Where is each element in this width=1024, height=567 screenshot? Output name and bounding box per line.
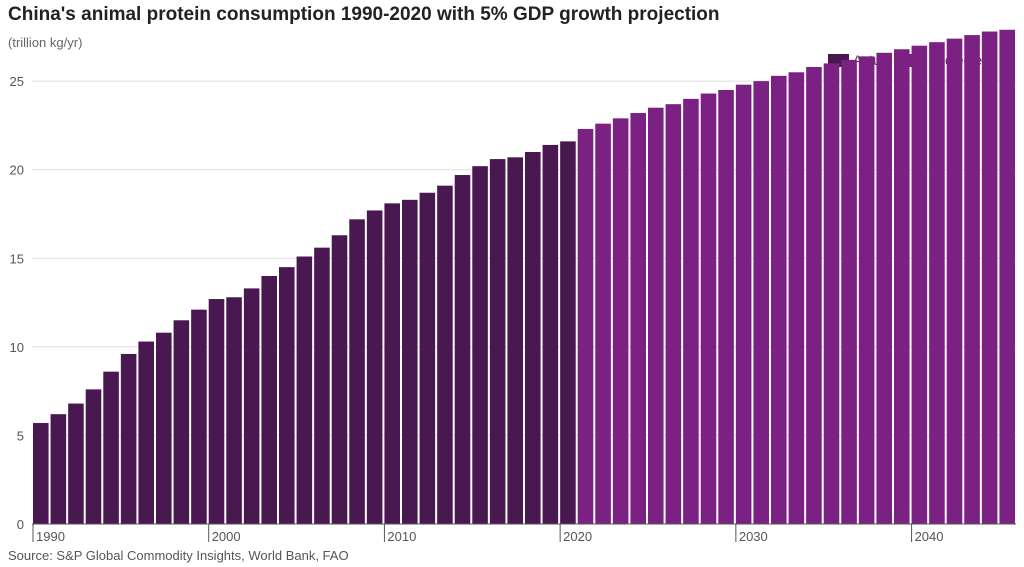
bar-actual-2003 bbox=[261, 276, 277, 524]
bar-actual-2012 bbox=[419, 192, 436, 524]
bar-projected-2031 bbox=[753, 81, 769, 525]
x-tick-label-2040: 2040 bbox=[915, 529, 944, 544]
bar-actual-2009 bbox=[366, 210, 383, 524]
bar-actual-2014 bbox=[454, 175, 471, 524]
bar-actual-2010 bbox=[384, 203, 400, 524]
bar-projected-2022 bbox=[595, 123, 611, 525]
bar-actual-1995 bbox=[120, 353, 137, 524]
bar-projected-2036 bbox=[841, 59, 857, 525]
bar-actual-2013 bbox=[437, 185, 453, 524]
bar-projected-2027 bbox=[683, 98, 699, 524]
bar-projected-2040 bbox=[911, 45, 928, 524]
x-tick-label-2030: 2030 bbox=[739, 529, 768, 544]
bar-actual-2000 bbox=[208, 299, 225, 524]
x-tick-label-2010: 2010 bbox=[387, 529, 416, 544]
y-tick-label-20: 20 bbox=[10, 163, 24, 178]
bar-actual-2019 bbox=[542, 144, 559, 524]
bars bbox=[33, 29, 1015, 525]
bar-actual-1996 bbox=[138, 341, 154, 524]
bar-projected-2024 bbox=[630, 113, 646, 525]
bar-actual-1993 bbox=[85, 389, 102, 524]
y-tick-label-15: 15 bbox=[10, 251, 24, 266]
bar-projected-2033 bbox=[788, 72, 805, 525]
bar-actual-2017 bbox=[507, 157, 523, 525]
bar-actual-1994 bbox=[103, 371, 119, 524]
source-note: Source: S&P Global Commodity Insights, W… bbox=[8, 548, 349, 563]
bar-actual-1991 bbox=[50, 414, 67, 524]
chart-unit-label: (trillion kg/yr) bbox=[8, 35, 83, 50]
axes: 0 5 10 15 20 25 1990 2000 2010 2020 2030 2040 bbox=[10, 74, 1016, 544]
bar-projected-2037 bbox=[858, 56, 875, 524]
bar-projected-2043 bbox=[964, 35, 980, 524]
bar-actual-2011 bbox=[402, 199, 418, 525]
bar-actual-2020 bbox=[560, 141, 576, 524]
bar-actual-2004 bbox=[279, 267, 295, 524]
bar-projected-2044 bbox=[981, 31, 998, 525]
bar-projected-2030 bbox=[735, 84, 752, 524]
bar-projected-2026 bbox=[665, 104, 682, 525]
bar-actual-2007 bbox=[331, 235, 348, 524]
bar-projected-2029 bbox=[718, 90, 734, 524]
bar-actual-1990 bbox=[33, 423, 49, 524]
y-tick-label-10: 10 bbox=[10, 340, 24, 355]
bar-actual-2001 bbox=[226, 297, 242, 524]
bar-actual-2018 bbox=[525, 152, 541, 524]
bar-actual-2005 bbox=[296, 256, 313, 524]
bar-actual-1999 bbox=[191, 309, 207, 524]
bar-actual-2016 bbox=[489, 159, 506, 525]
bar-actual-1997 bbox=[156, 332, 172, 524]
y-tick-label-5: 5 bbox=[17, 428, 24, 443]
bar-projected-2034 bbox=[806, 66, 822, 524]
bar-actual-1998 bbox=[173, 320, 190, 524]
bar-actual-2015 bbox=[472, 166, 488, 524]
bar-projected-2045 bbox=[999, 29, 1015, 525]
bar-projected-2035 bbox=[823, 63, 840, 525]
bar-actual-2006 bbox=[314, 247, 330, 524]
bar-projected-2041 bbox=[929, 42, 945, 525]
x-tick-label-2000: 2000 bbox=[212, 529, 241, 544]
bar-actual-1992 bbox=[68, 403, 84, 524]
bar-projected-2039 bbox=[894, 49, 910, 524]
bar-actual-2002 bbox=[243, 288, 260, 524]
y-tick-label-0: 0 bbox=[17, 517, 24, 532]
chart-title: China's animal protein consumption 1990-… bbox=[8, 4, 720, 25]
bar-projected-2028 bbox=[700, 93, 717, 525]
x-tick-label-2020: 2020 bbox=[563, 529, 592, 544]
bar-actual-2008 bbox=[349, 219, 365, 525]
bar-projected-2042 bbox=[946, 38, 963, 524]
bar-projected-2025 bbox=[648, 107, 664, 524]
bar-projected-2038 bbox=[876, 52, 892, 525]
bar-projected-2021 bbox=[577, 128, 594, 524]
y-tick-label-25: 25 bbox=[10, 74, 24, 89]
x-tick-label-1990: 1990 bbox=[36, 529, 65, 544]
bar-projected-2023 bbox=[612, 118, 629, 524]
bar-projected-2032 bbox=[771, 75, 787, 524]
